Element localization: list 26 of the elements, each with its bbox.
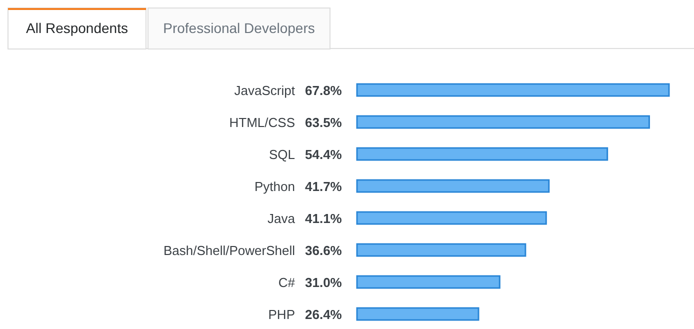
y-tick-label: Bash/Shell/PowerShell [163,243,296,258]
bar [356,243,526,257]
y-tick-label: SQL [268,147,295,162]
y-tick-label: C# [278,275,296,290]
data-label: 63.5% [305,115,342,130]
bar [356,211,547,225]
bar [356,275,500,289]
bar [356,307,480,321]
data-label: 36.6% [305,243,342,258]
data-label: 54.4% [305,147,342,162]
y-tick-label: Java [268,211,296,226]
text: Professional Developers [163,20,315,36]
text: All Respondents [26,20,128,36]
bar [356,179,550,193]
y-tick-label: JavaScript [234,83,296,98]
y-tick-label: HTML/CSS [229,115,296,130]
bar [356,83,670,97]
data-label: 41.7% [305,179,342,194]
data-label: 26.4% [305,307,342,322]
y-tick-label: Python [254,179,295,194]
data-label: 67.8% [305,83,342,98]
bar [356,147,608,161]
y-tick-label: PHP [268,307,295,322]
data-label: 41.1% [305,211,342,226]
bar [356,115,650,129]
data-label: 31.0% [305,275,342,290]
